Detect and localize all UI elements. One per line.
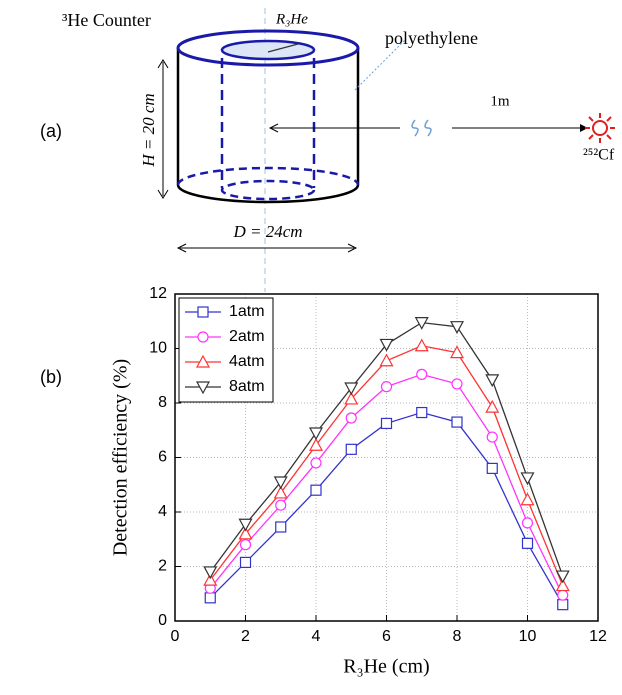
marker [239,539,252,551]
marker [557,589,569,601]
marker [273,485,288,499]
marker [520,472,535,486]
material-label: polyethylene [385,28,478,48]
y-tick-label: 0 [158,612,167,629]
marker [310,484,322,496]
arrow-head [268,123,279,133]
marker [521,537,534,549]
marker [380,381,393,393]
series-line [209,373,564,596]
marker [345,443,357,455]
inner-bottom [220,179,316,201]
x-axis-label: R₃He (cm) [343,656,429,678]
diagram: ³He Counter R₃He polyethylene H = 20 cm … [62,8,615,292]
source-label: ²⁵²Cf [583,147,615,164]
legend-box [178,297,274,403]
marker [485,374,500,388]
y-tick-label: 10 [149,340,167,357]
panel-label: (a) [40,121,62,141]
arrow-heads [176,243,358,253]
x-tick-label: 2 [241,628,250,645]
marker [520,492,535,506]
x-tick-label: 8 [453,628,462,645]
marker [414,317,429,330]
cylinder-top [176,29,360,67]
chart: 0 2 4 6 8 10 12 0 2 4 6 8 10 12 R₃He (cm) Detection eff… [110,285,607,677]
break-mark [411,119,432,137]
marker [521,517,534,529]
arrow-head [580,124,588,132]
y-tick-label: 12 [149,285,167,302]
marker [203,566,218,580]
marker [555,578,570,592]
inner-top [220,39,316,61]
marker [414,338,429,352]
marker [197,306,209,318]
legend-label: 2atm [229,328,265,345]
x-tick-label: 4 [312,628,321,645]
marker [275,521,287,533]
x-tick-label: 6 [382,628,391,645]
marker [273,476,288,490]
marker [238,526,253,540]
marker [449,345,465,359]
marker [195,354,211,368]
cylinder-body [176,48,360,204]
marker [486,462,498,474]
marker [449,321,465,334]
x-tick-label: 0 [171,628,180,645]
marker [344,382,359,396]
marker [195,381,211,395]
marker [308,427,324,441]
marker [238,518,253,532]
marker [310,457,322,469]
y-tick-label: 6 [158,449,167,466]
marker [275,499,287,511]
x-tick-label: 10 [519,628,537,645]
cylinder-bottom-back [176,166,360,186]
marker [485,399,500,413]
marker [197,331,209,343]
arrow-heads [157,59,169,199]
marker [557,599,569,611]
marker [451,378,463,390]
marker [345,412,357,424]
y-tick-label: 2 [158,558,167,575]
marker [204,592,216,604]
radius-arrow [267,43,299,53]
marker [239,556,252,569]
marker [379,338,394,352]
radius-label: R₃He [275,11,308,27]
y-tick-label: 8 [158,394,167,411]
diameter-label: D = 24cm [232,222,302,241]
legend-label: 8atm [229,378,265,395]
marker [416,368,428,380]
marker [344,391,359,405]
counter-label: ³He Counter [62,10,151,30]
marker [379,353,394,367]
marker [416,406,428,419]
height-label: H = 20 cm [139,93,158,167]
marker [203,572,218,586]
marker [486,431,498,443]
panel-label: (b) [40,367,62,387]
legend-label: 1atm [229,303,265,320]
legend-label: 4atm [229,353,265,370]
source-icon [585,113,615,143]
marker [555,570,570,584]
marker [380,417,393,430]
plot-frame [174,293,599,622]
x-tick-label: 12 [589,628,607,645]
marker [451,416,463,428]
marker [308,437,324,451]
y-tick-label: 4 [158,503,167,520]
y-axis-label: Detection efficiency (%) [110,359,132,556]
distance-label: 1m [490,93,510,109]
